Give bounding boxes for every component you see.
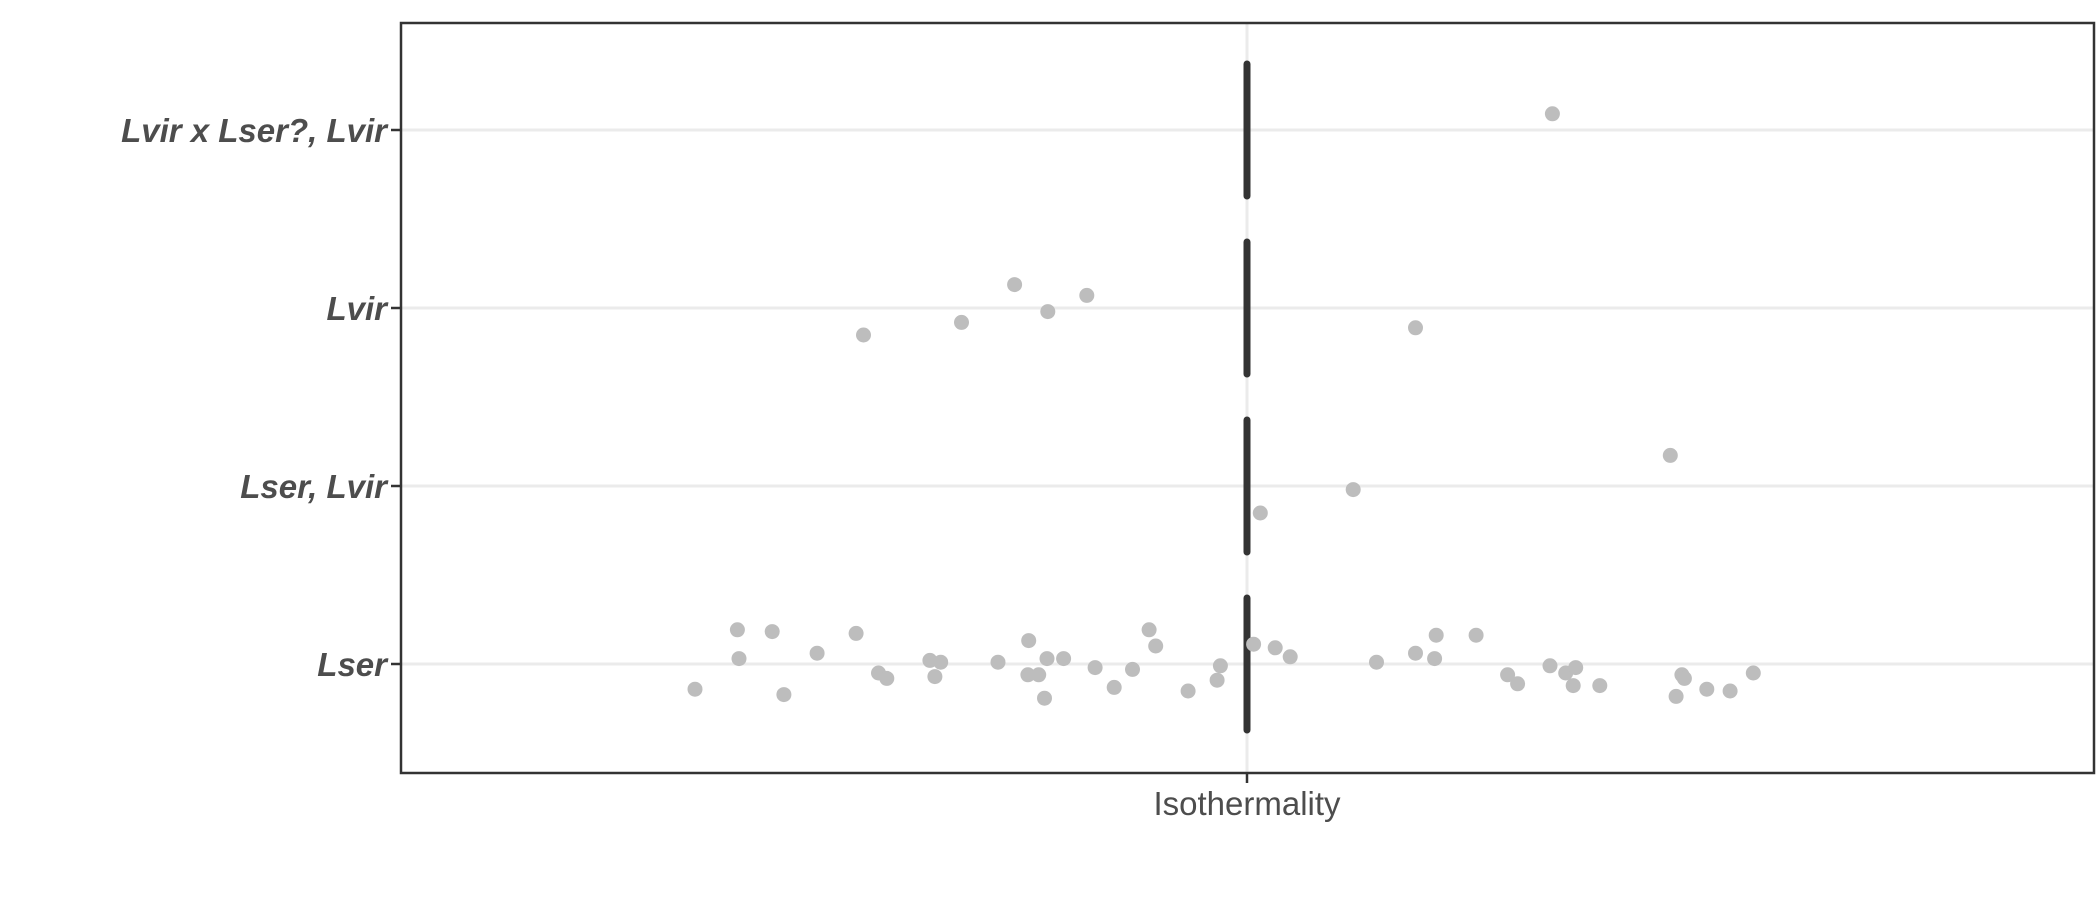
data-point bbox=[1668, 688, 1684, 704]
data-point bbox=[1510, 676, 1526, 692]
data-point bbox=[1662, 447, 1678, 463]
data-point bbox=[1246, 636, 1262, 652]
data-point bbox=[764, 624, 780, 640]
data-point bbox=[1468, 627, 1484, 643]
data-point bbox=[1252, 505, 1268, 521]
data-point bbox=[879, 670, 895, 686]
data-point bbox=[1039, 651, 1055, 667]
x-axis: Isothermality bbox=[1153, 773, 1341, 822]
data-point bbox=[809, 645, 825, 661]
data-point bbox=[1141, 622, 1157, 638]
data-point bbox=[1087, 660, 1103, 676]
data-point bbox=[1427, 651, 1443, 667]
data-point bbox=[1056, 651, 1072, 667]
data-point bbox=[731, 651, 747, 667]
data-point bbox=[1180, 683, 1196, 699]
data-point bbox=[1345, 482, 1361, 498]
data-point bbox=[687, 681, 703, 697]
data-point bbox=[1568, 660, 1584, 676]
data-point bbox=[933, 654, 949, 670]
data-point bbox=[776, 687, 792, 703]
data-point bbox=[1212, 658, 1228, 674]
data-point bbox=[1565, 678, 1581, 694]
y-tick-label: Lser, Lvir bbox=[240, 468, 389, 505]
data-point bbox=[1267, 640, 1283, 656]
data-point bbox=[1148, 638, 1164, 654]
y-axis: Lvir x Lser?, Lvir Lvir Lser, Lvir Lser bbox=[121, 112, 401, 683]
data-point bbox=[1544, 106, 1560, 122]
y-tick-label: Lvir bbox=[326, 290, 389, 327]
data-point bbox=[1040, 304, 1056, 320]
data-point bbox=[1408, 645, 1423, 661]
data-points bbox=[687, 106, 1761, 706]
data-point bbox=[1428, 627, 1444, 643]
x-tick-label: Isothermality bbox=[1153, 785, 1341, 822]
data-point bbox=[1722, 683, 1738, 699]
data-point bbox=[1021, 633, 1037, 649]
data-point bbox=[1209, 672, 1225, 688]
data-point bbox=[848, 625, 864, 641]
y-tick-label: Lser bbox=[317, 646, 389, 683]
data-point bbox=[1037, 690, 1052, 706]
data-point bbox=[1699, 681, 1715, 697]
data-point bbox=[1007, 277, 1023, 293]
data-point bbox=[1745, 665, 1761, 681]
data-point bbox=[1542, 658, 1558, 674]
data-point bbox=[1079, 287, 1095, 303]
data-point bbox=[1282, 649, 1298, 665]
data-point bbox=[856, 327, 871, 343]
data-point bbox=[954, 314, 969, 330]
data-point bbox=[1592, 678, 1608, 694]
data-point bbox=[1031, 667, 1047, 683]
data-point bbox=[1106, 679, 1122, 695]
data-point bbox=[927, 669, 943, 685]
data-point bbox=[990, 654, 1006, 670]
data-point bbox=[729, 622, 745, 638]
data-point bbox=[1369, 654, 1384, 670]
data-point bbox=[1408, 320, 1423, 336]
data-point bbox=[1125, 661, 1140, 677]
data-point bbox=[1676, 670, 1692, 686]
data-point bbox=[1500, 667, 1516, 683]
data-point bbox=[1020, 667, 1036, 683]
y-tick-label: Lvir x Lser?, Lvir bbox=[121, 112, 389, 149]
